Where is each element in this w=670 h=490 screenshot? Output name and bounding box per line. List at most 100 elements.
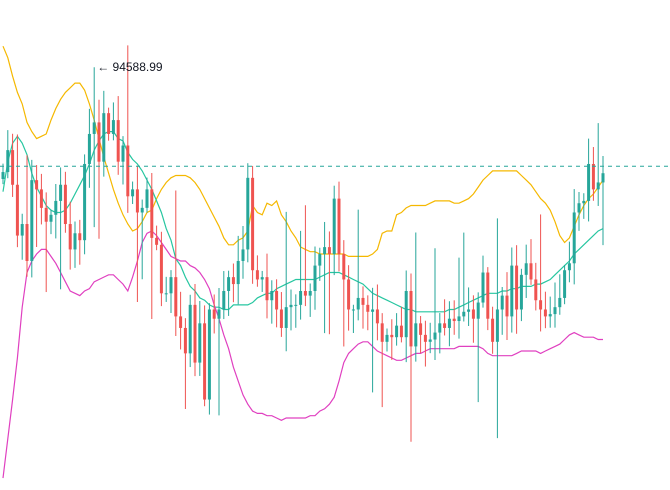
candle-body [39,189,43,208]
candle-body [140,207,144,213]
candle [347,265,351,331]
candle [294,294,298,328]
candle-body [73,233,77,250]
candle-body [505,295,509,317]
candle-body [289,304,293,308]
candle-body [327,247,331,255]
candle [73,221,77,268]
candle-body [438,323,442,333]
candle [111,102,115,141]
candle [231,263,235,303]
candle-body [97,122,101,162]
candle [524,244,528,298]
candle [1,163,5,185]
candle [371,287,375,393]
candle-body [380,323,384,342]
candle [275,279,279,328]
candle [92,67,96,228]
candle [342,240,346,347]
candle [596,123,600,206]
candle-body [255,270,259,280]
candle-body [63,184,67,225]
candle [87,108,91,188]
candle [534,262,538,311]
candle-body [155,237,159,245]
candle [515,245,519,334]
candle [116,96,120,175]
candle-body [6,150,10,173]
candle [467,287,471,327]
candle-body [102,113,106,162]
candle-body [596,182,600,190]
candle [270,280,274,324]
candle [543,291,547,329]
candle [510,247,514,333]
candle-body [241,249,245,261]
candle-body [347,279,351,310]
candle-body [423,334,427,342]
candle [6,130,10,179]
candle [140,199,144,280]
candle [15,134,19,248]
candle [78,219,82,265]
candle-body [308,291,312,296]
candle-body [284,307,288,328]
candle [97,99,101,239]
candle-body [529,263,533,280]
candle [433,248,437,361]
candle [198,300,202,376]
candle-body [131,189,135,197]
candle-body [534,279,538,301]
upper-band-line [2,45,604,257]
candle [500,286,504,335]
candle-body [279,309,283,328]
candle [419,316,423,354]
candle [83,154,87,255]
candle [107,107,111,141]
candle-body [231,277,235,285]
candle-body [44,207,48,222]
candle [563,264,567,305]
candle [159,231,163,307]
candle [567,241,571,283]
candle [35,165,39,248]
candle [356,209,360,321]
candle [548,296,552,328]
candle-body [83,163,87,241]
candle [11,133,15,197]
candle-body [203,323,207,400]
candle-body [303,291,307,296]
candle [193,283,197,377]
candle-body [150,189,154,238]
candle-body [270,291,274,301]
candle [409,273,413,442]
candle [241,225,245,279]
candle [327,231,331,335]
candle-body [54,200,58,215]
candle-body [519,274,523,310]
candle [457,257,461,339]
candle [438,313,442,354]
candle [591,147,595,201]
candle [255,255,259,287]
candle [284,211,288,352]
candle [601,156,605,246]
candle-body [25,224,29,261]
candle [183,318,187,409]
candle-body [524,263,528,275]
candle [39,173,43,225]
candle [366,295,370,331]
candle-body [577,203,581,213]
candle-body [145,189,149,208]
candle-body [457,316,461,322]
candle [587,138,591,222]
candle-body [385,334,389,342]
candle-body [188,304,192,354]
candle-body [121,145,125,162]
candle-body [486,272,490,319]
candle-body [510,265,514,317]
candle [169,270,173,314]
candle-body [500,295,504,310]
